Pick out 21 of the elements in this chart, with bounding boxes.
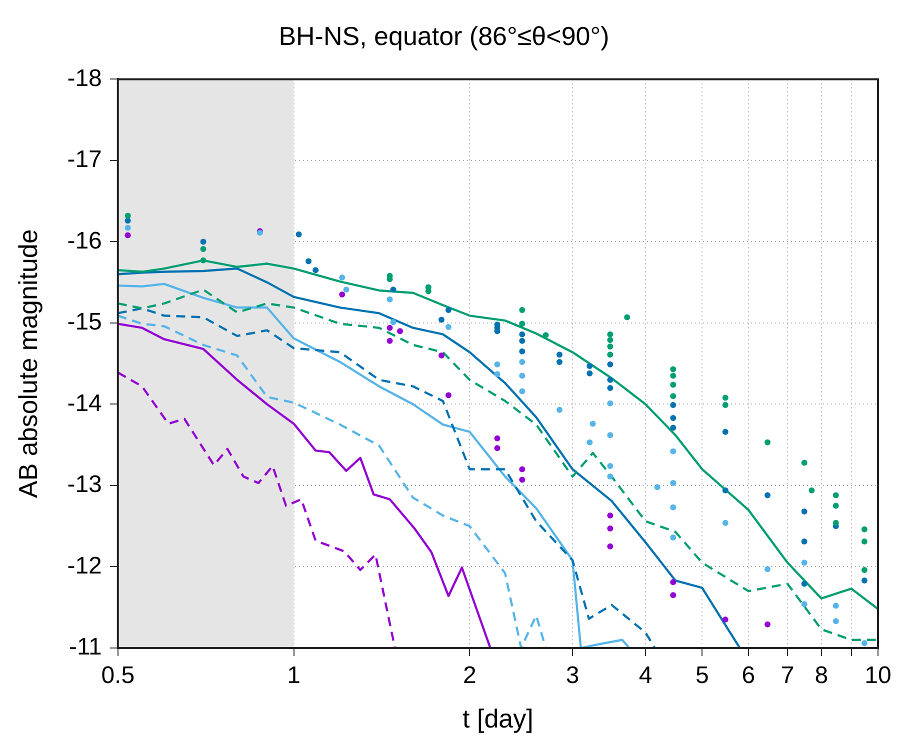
y-tick-label: -11: [68, 634, 102, 661]
y-axis-title: AB absolute magnitude: [12, 229, 43, 498]
x-tick-label: 1: [287, 662, 300, 690]
x-tick-label: 8: [814, 662, 828, 690]
x-tick-label: 2: [462, 662, 476, 690]
y-tick-label: -13: [67, 471, 102, 498]
x-tick-label: 5: [695, 662, 709, 690]
y-tick-label: -16: [67, 227, 102, 254]
y-tick-label: -14: [67, 390, 102, 417]
x-axis-title: t [day]: [462, 704, 534, 734]
x-tick-label: 0.5: [101, 662, 135, 690]
x-tick-label: 4: [638, 662, 652, 690]
y-tick-label: -15: [67, 308, 102, 336]
chart-title: BH-NS, equator (86°≤θ<90°): [278, 20, 610, 51]
x-tick-label: 6: [742, 662, 756, 690]
y-tick-label: -18: [67, 64, 102, 92]
x-tick-label: 10: [864, 662, 892, 690]
x-tick-label: 3: [566, 662, 580, 690]
y-tick-label: -17: [67, 146, 102, 174]
x-tick-label: 7: [780, 662, 794, 690]
y-tick-label: -12: [67, 552, 102, 580]
